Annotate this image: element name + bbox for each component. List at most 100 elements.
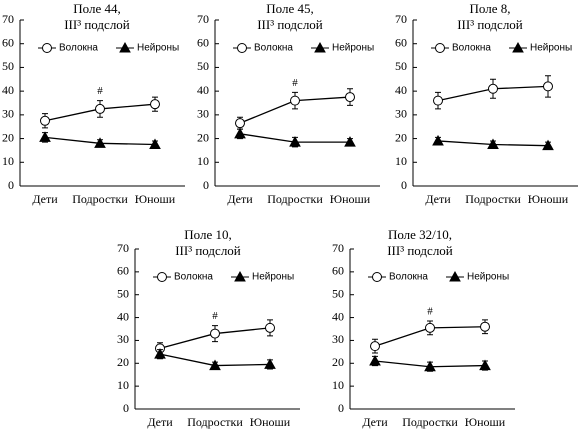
marker bbox=[235, 118, 245, 129]
x-tick-label: Подростки bbox=[465, 192, 521, 206]
marker bbox=[487, 138, 499, 149]
y-tick-label: 20 bbox=[117, 355, 129, 369]
marker bbox=[488, 83, 498, 94]
y-tick-label: 20 bbox=[395, 130, 407, 144]
y-tick-label: 20 bbox=[197, 130, 209, 144]
marker bbox=[449, 270, 461, 282]
y-tick-label: 10 bbox=[2, 154, 14, 168]
marker bbox=[344, 136, 356, 147]
x-tick-label: Юноши bbox=[528, 192, 569, 206]
marker bbox=[154, 348, 166, 359]
y-tick-label: 50 bbox=[197, 59, 209, 73]
marker bbox=[480, 321, 490, 332]
marker bbox=[234, 270, 246, 282]
chart-title: III³ подслой bbox=[387, 243, 453, 258]
marker bbox=[314, 41, 326, 53]
marker bbox=[119, 41, 131, 53]
marker bbox=[209, 359, 221, 371]
chart-title: III³ подслой bbox=[457, 17, 523, 32]
marker bbox=[237, 43, 247, 53]
marker bbox=[40, 115, 50, 126]
legend-label: Волокна bbox=[389, 272, 428, 283]
marker bbox=[370, 341, 380, 352]
marker bbox=[94, 137, 106, 148]
y-tick-label: 40 bbox=[395, 83, 407, 97]
marker bbox=[210, 328, 220, 339]
y-tick-label: 70 bbox=[2, 12, 14, 26]
y-tick-label: 60 bbox=[2, 35, 14, 49]
chart-title: Поле 45, bbox=[266, 1, 313, 16]
marker bbox=[425, 322, 435, 333]
annotation: # bbox=[292, 77, 298, 89]
y-tick-label: 40 bbox=[197, 83, 209, 97]
y-tick-label: 60 bbox=[117, 264, 129, 278]
marker bbox=[372, 272, 382, 282]
y-tick-label: 0 bbox=[8, 178, 14, 192]
y-tick-label: 10 bbox=[332, 378, 344, 392]
y-tick-label: 50 bbox=[117, 286, 129, 300]
legend-label: Нейроны bbox=[252, 272, 294, 283]
x-tick-label: Дети bbox=[32, 192, 58, 206]
y-tick-label: 70 bbox=[395, 12, 407, 26]
legend-label: Нейроны bbox=[332, 43, 374, 54]
legend-label: Нейроны bbox=[467, 272, 509, 283]
y-tick-label: 70 bbox=[197, 12, 209, 26]
chart-title: Поле 44, bbox=[73, 1, 120, 16]
legend-label: Волокна bbox=[254, 43, 293, 54]
marker bbox=[435, 43, 445, 53]
chart-title: III³ подслой bbox=[257, 17, 323, 32]
y-tick-label: 70 bbox=[332, 241, 344, 255]
x-tick-label: Подростки bbox=[402, 415, 458, 429]
y-tick-label: 50 bbox=[332, 286, 344, 300]
y-tick-label: 30 bbox=[117, 332, 129, 346]
y-tick-label: 10 bbox=[395, 154, 407, 168]
y-tick-label: 20 bbox=[2, 130, 14, 144]
x-tick-label: Подростки bbox=[267, 192, 323, 206]
legend-label: Волокна bbox=[452, 43, 491, 54]
annotation: # bbox=[427, 306, 433, 318]
annotation: # bbox=[97, 85, 103, 97]
marker bbox=[39, 131, 51, 142]
x-tick-label: Подростки bbox=[187, 415, 243, 429]
marker bbox=[543, 81, 553, 92]
x-tick-label: Юноши bbox=[135, 192, 176, 206]
y-tick-label: 60 bbox=[332, 264, 344, 278]
chart-title: Поле 10, bbox=[184, 227, 231, 242]
marker bbox=[542, 139, 554, 151]
legend-label: Нейроны bbox=[137, 43, 179, 54]
y-tick-label: 30 bbox=[395, 107, 407, 121]
x-tick-label: Подростки bbox=[72, 192, 128, 206]
x-tick-label: Дети bbox=[147, 415, 173, 429]
y-tick-label: 50 bbox=[395, 59, 407, 73]
y-tick-label: 20 bbox=[332, 355, 344, 369]
y-tick-label: 0 bbox=[401, 178, 407, 192]
y-tick-label: 10 bbox=[197, 154, 209, 168]
x-tick-label: Юноши bbox=[330, 192, 371, 206]
marker bbox=[512, 41, 524, 53]
y-tick-label: 30 bbox=[197, 107, 209, 121]
legend-label: Нейроны bbox=[530, 43, 572, 54]
marker bbox=[424, 360, 436, 372]
x-tick-label: Юноши bbox=[250, 415, 291, 429]
marker bbox=[433, 95, 443, 106]
y-tick-label: 50 bbox=[2, 59, 14, 73]
chart-title: III³ подслой bbox=[175, 243, 241, 258]
y-tick-label: 40 bbox=[117, 309, 129, 323]
marker bbox=[345, 92, 355, 103]
marker bbox=[479, 359, 491, 371]
y-tick-label: 0 bbox=[123, 401, 129, 415]
x-tick-label: Дети bbox=[425, 192, 451, 206]
marker bbox=[95, 103, 105, 114]
y-tick-label: 0 bbox=[203, 178, 209, 192]
y-tick-label: 30 bbox=[332, 332, 344, 346]
y-tick-label: 0 bbox=[338, 401, 344, 415]
annotation: # bbox=[212, 310, 218, 322]
marker bbox=[289, 136, 301, 147]
chart-title: III³ подслой bbox=[64, 17, 130, 32]
chart-title: Поле 8, bbox=[470, 1, 511, 16]
x-tick-label: Юноши bbox=[465, 415, 506, 429]
y-tick-label: 30 bbox=[2, 107, 14, 121]
marker bbox=[42, 43, 52, 53]
marker bbox=[264, 358, 276, 369]
y-tick-label: 10 bbox=[117, 378, 129, 392]
